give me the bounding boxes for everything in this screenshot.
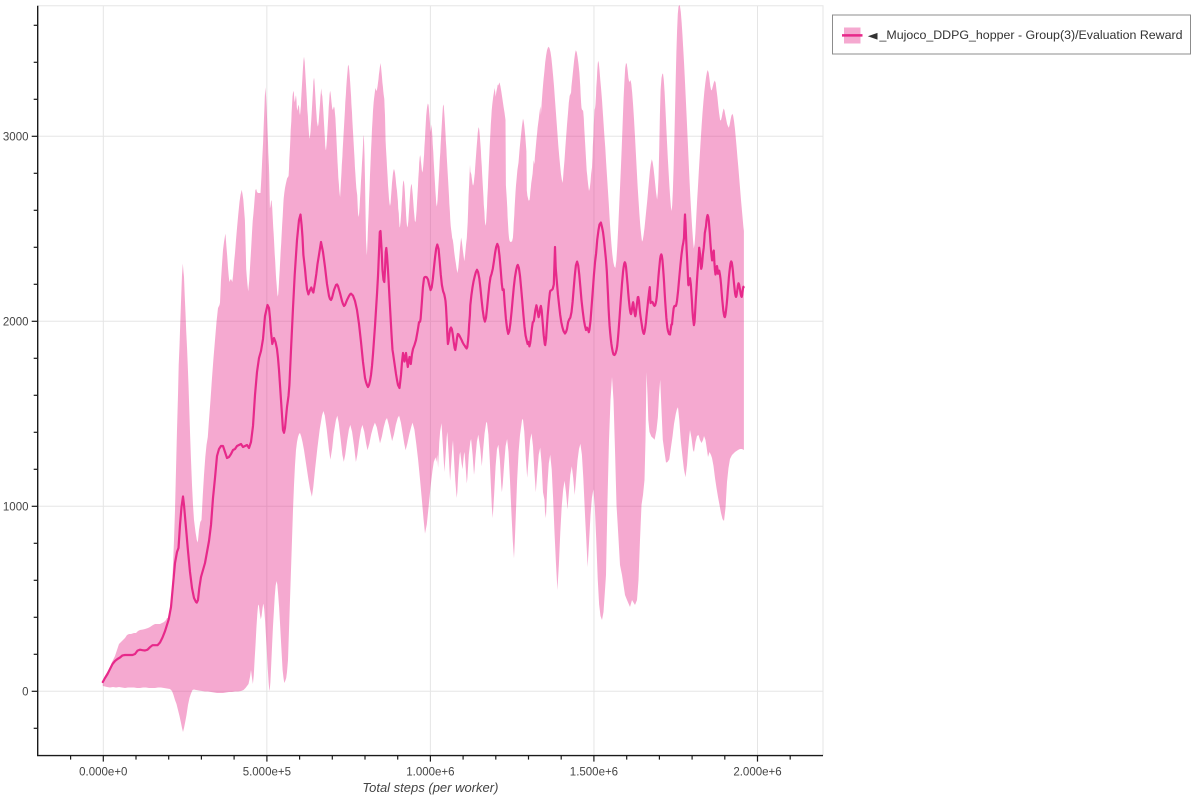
svg-text:0: 0	[22, 687, 28, 699]
svg-text:Total steps (per worker): Total steps (per worker)	[362, 780, 498, 795]
svg-text:2000: 2000	[3, 317, 29, 329]
svg-text:3000: 3000	[3, 132, 29, 144]
svg-text:5.000e+5: 5.000e+5	[243, 767, 291, 779]
svg-text:2.000e+6: 2.000e+6	[733, 767, 781, 779]
svg-text:1000: 1000	[3, 502, 29, 514]
svg-text:0.000e+0: 0.000e+0	[79, 767, 127, 779]
svg-text:_Mujoco_DDPG_hopper - Group(3): _Mujoco_DDPG_hopper - Group(3)/Evaluatio…	[879, 28, 1183, 42]
svg-text:1.500e+6: 1.500e+6	[570, 767, 618, 779]
svg-text:1.000e+6: 1.000e+6	[406, 767, 454, 779]
